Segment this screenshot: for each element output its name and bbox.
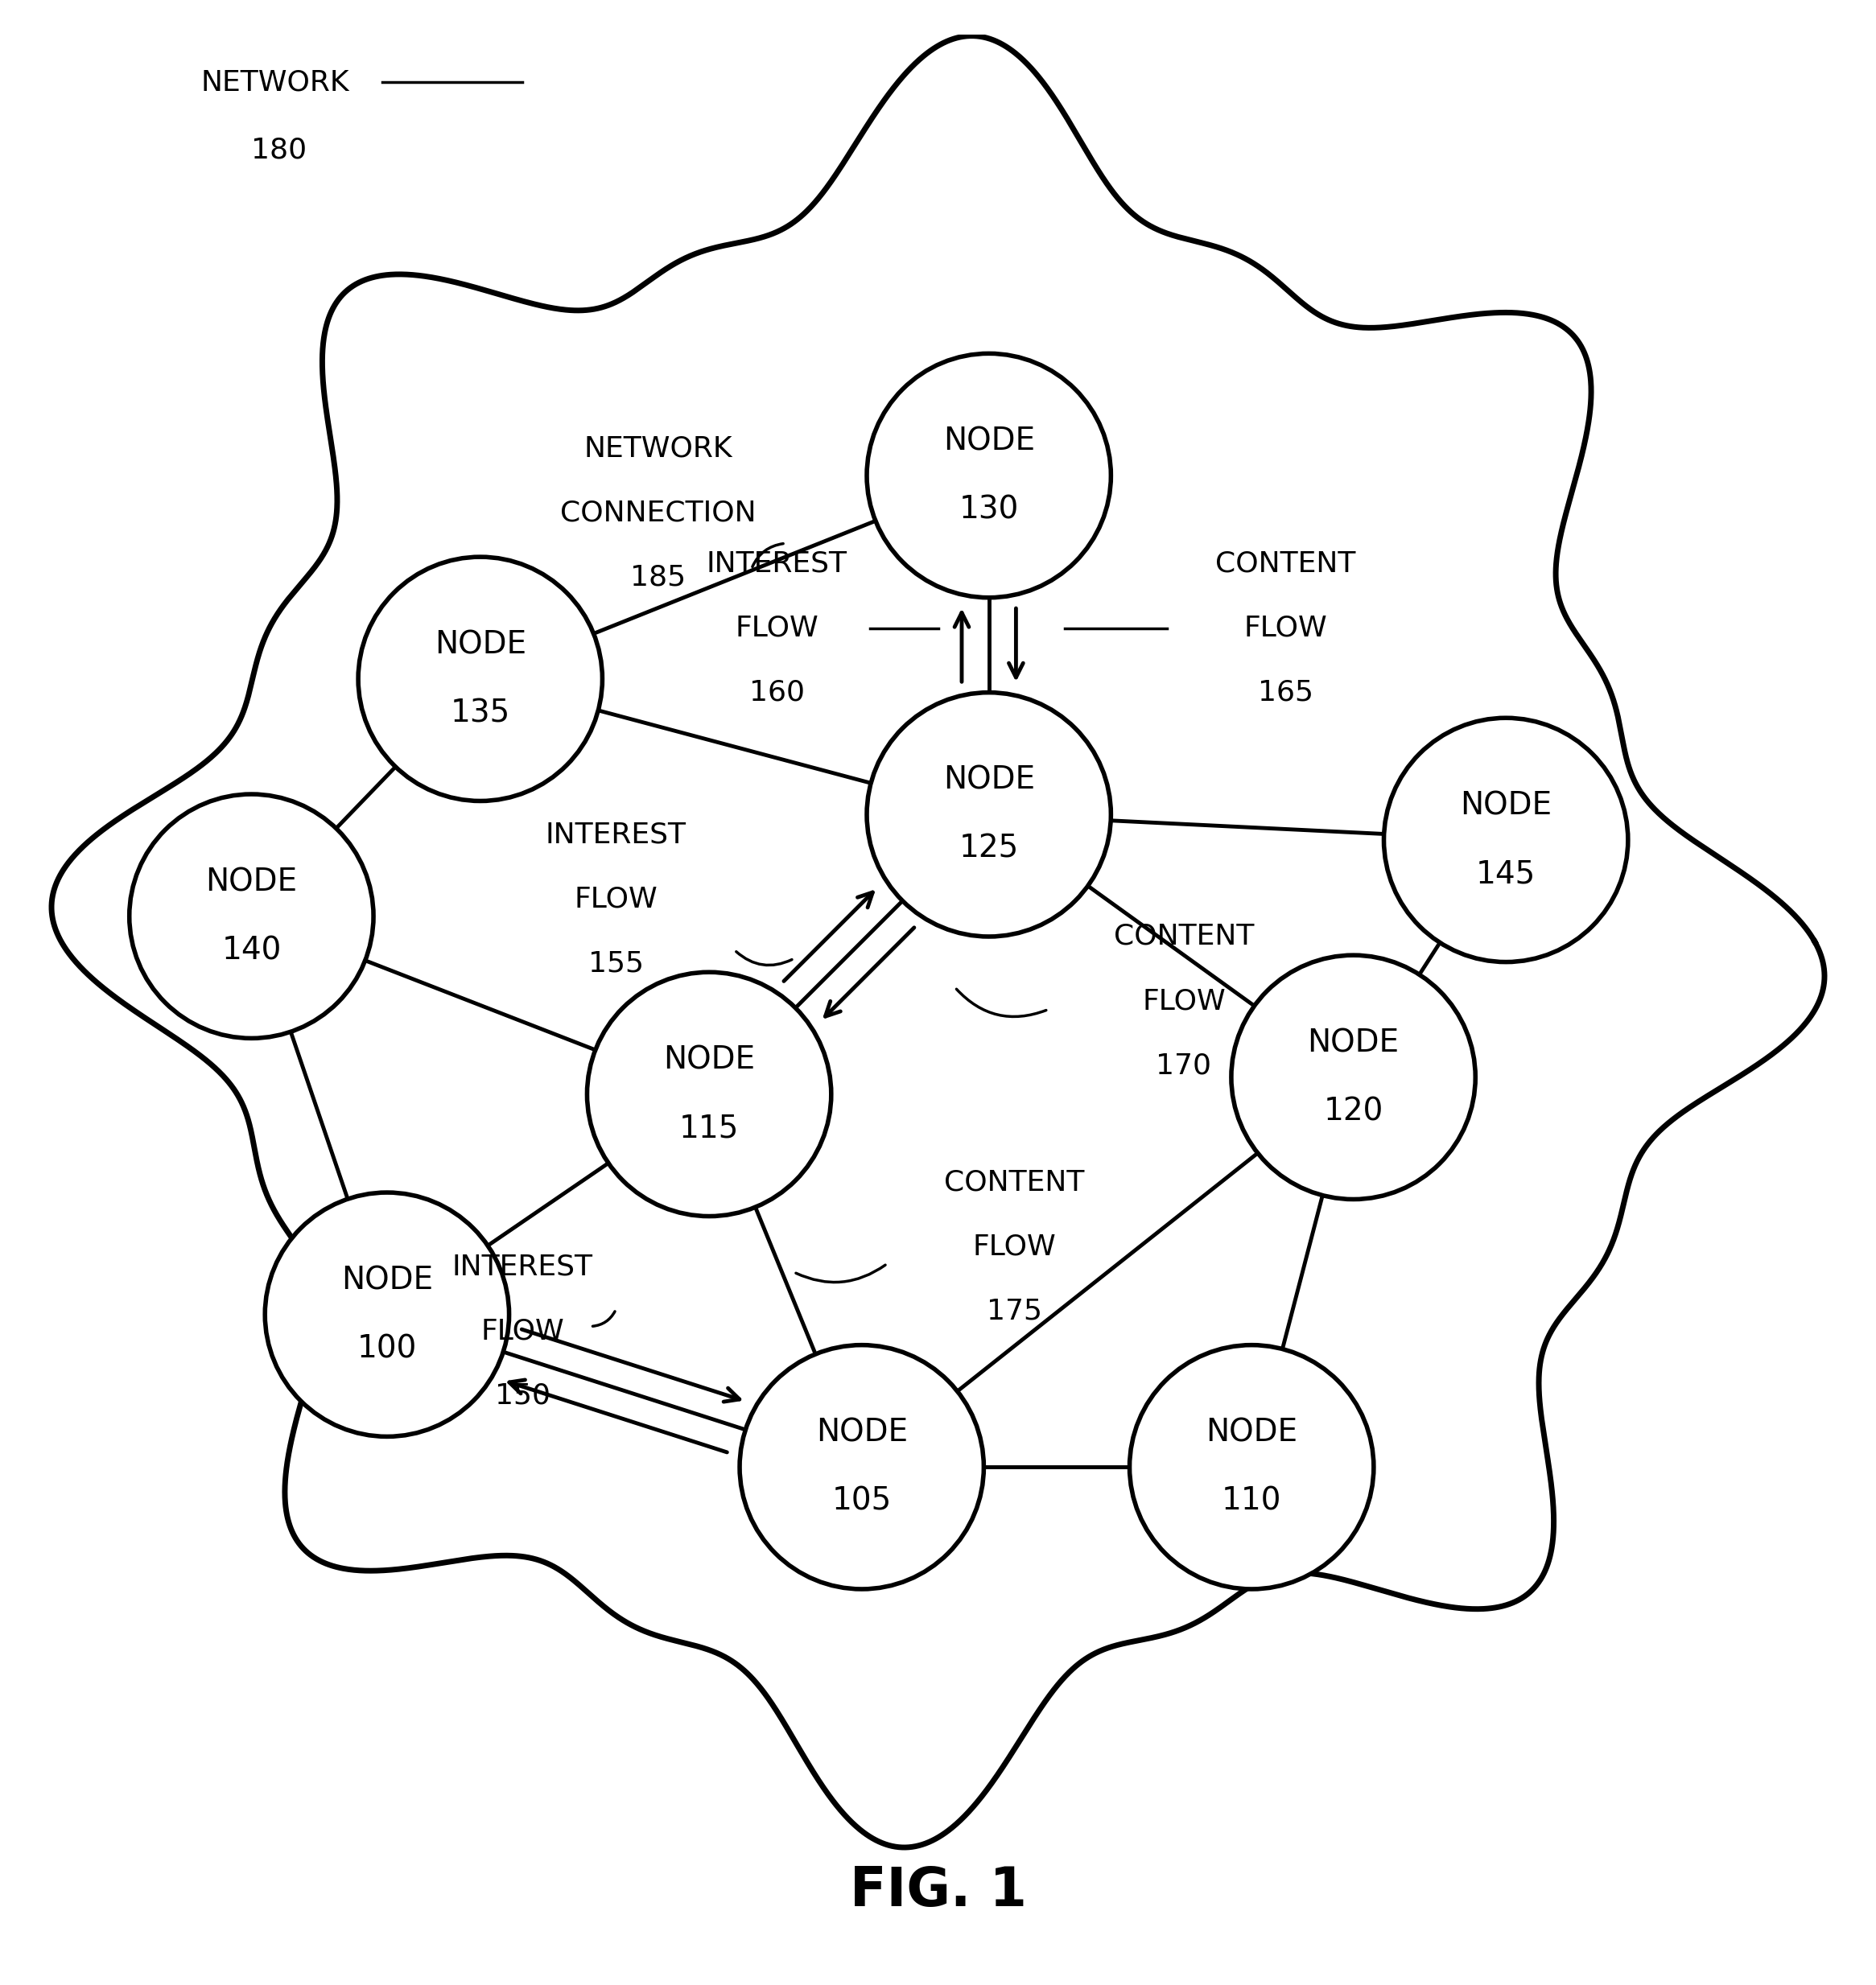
Circle shape bbox=[1129, 1346, 1373, 1590]
Circle shape bbox=[867, 353, 1111, 597]
Text: NODE: NODE bbox=[944, 427, 1036, 457]
Text: FIG. 1: FIG. 1 bbox=[850, 1864, 1026, 1918]
Text: INTEREST: INTEREST bbox=[546, 822, 687, 848]
Text: 110: 110 bbox=[1221, 1487, 1281, 1517]
Text: 100: 100 bbox=[356, 1334, 416, 1364]
Text: 130: 130 bbox=[959, 494, 1019, 524]
Text: 120: 120 bbox=[1323, 1096, 1383, 1127]
Text: INTEREST: INTEREST bbox=[452, 1253, 593, 1280]
Text: 170: 170 bbox=[1156, 1052, 1212, 1080]
Text: FLOW: FLOW bbox=[480, 1318, 565, 1346]
Text: 135: 135 bbox=[450, 699, 510, 728]
Text: CONTENT: CONTENT bbox=[1216, 550, 1356, 578]
Circle shape bbox=[265, 1193, 508, 1437]
Text: FLOW: FLOW bbox=[735, 615, 818, 641]
Text: 140: 140 bbox=[221, 935, 281, 965]
Circle shape bbox=[587, 973, 831, 1217]
Text: 145: 145 bbox=[1476, 860, 1536, 889]
Circle shape bbox=[867, 693, 1111, 937]
Text: NODE: NODE bbox=[1206, 1417, 1298, 1449]
Text: CONNECTION: CONNECTION bbox=[561, 498, 756, 526]
Text: CONTENT: CONTENT bbox=[944, 1169, 1084, 1197]
Text: FLOW: FLOW bbox=[574, 885, 658, 913]
Text: CONTENT: CONTENT bbox=[1114, 923, 1253, 951]
Text: 165: 165 bbox=[1257, 679, 1313, 707]
Text: NODE: NODE bbox=[1308, 1028, 1399, 1058]
Circle shape bbox=[1231, 955, 1475, 1199]
Text: NODE: NODE bbox=[341, 1264, 433, 1296]
Text: NODE: NODE bbox=[816, 1417, 908, 1449]
Text: 155: 155 bbox=[589, 951, 643, 977]
Text: FLOW: FLOW bbox=[1244, 615, 1328, 641]
Text: FLOW: FLOW bbox=[1142, 987, 1225, 1014]
Text: 125: 125 bbox=[959, 834, 1019, 863]
Text: 180: 180 bbox=[251, 137, 308, 165]
Text: FLOW: FLOW bbox=[972, 1233, 1056, 1260]
Text: 115: 115 bbox=[679, 1114, 739, 1143]
Circle shape bbox=[739, 1346, 983, 1590]
Circle shape bbox=[358, 558, 602, 802]
Text: NETWORK: NETWORK bbox=[201, 69, 349, 95]
Circle shape bbox=[1384, 719, 1628, 963]
Text: NODE: NODE bbox=[206, 867, 296, 897]
Text: NODE: NODE bbox=[1460, 790, 1551, 822]
Text: 150: 150 bbox=[495, 1382, 550, 1409]
Text: NODE: NODE bbox=[664, 1044, 754, 1076]
Circle shape bbox=[129, 794, 373, 1038]
Text: 185: 185 bbox=[630, 564, 687, 592]
Text: 175: 175 bbox=[987, 1298, 1041, 1324]
Text: NETWORK: NETWORK bbox=[583, 435, 732, 463]
Text: NODE: NODE bbox=[944, 764, 1036, 796]
Text: 160: 160 bbox=[749, 679, 805, 707]
Text: 105: 105 bbox=[831, 1487, 891, 1517]
Text: NODE: NODE bbox=[435, 629, 525, 661]
Text: INTEREST: INTEREST bbox=[707, 550, 848, 578]
